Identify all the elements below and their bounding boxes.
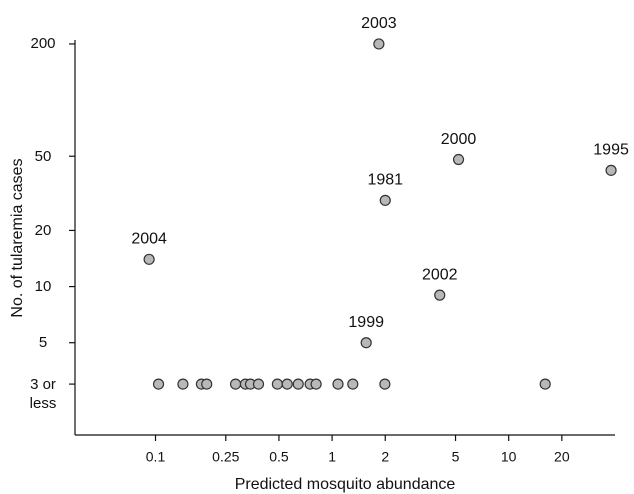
x-tick-label: 0.1: [146, 449, 166, 465]
scatter-point: [143, 253, 155, 265]
x-tick-label: 5: [452, 449, 460, 465]
scatter-point: [605, 164, 617, 176]
point-label: 1999: [348, 314, 384, 331]
point-label: 2002: [422, 266, 458, 283]
scatter-point: [229, 378, 242, 390]
scatter-point: [271, 378, 283, 390]
x-tick-label: 20: [554, 449, 570, 465]
scatter-point: [152, 378, 165, 390]
scatter-point: [379, 378, 391, 390]
y-tick-label: 50: [34, 147, 52, 165]
point-label: 2000: [441, 131, 477, 148]
scatter-point: [379, 194, 391, 206]
scatter-point: [310, 378, 322, 390]
scatter-point: [347, 378, 359, 390]
point-label: 1981: [367, 172, 403, 189]
scatter-point: [201, 378, 213, 390]
y-tick-label: 5: [38, 334, 48, 352]
scatter-point: [452, 153, 465, 166]
scatter-point: [434, 289, 446, 301]
scatter-point: [373, 38, 385, 50]
x-tick-label: 1: [328, 449, 336, 465]
x-tick-label: 0.25: [212, 449, 239, 465]
point-label: 1995: [593, 142, 629, 159]
y-axis-title: No. of tularemia cases: [9, 158, 26, 317]
y-tick-label: 3 or less: [29, 375, 57, 412]
scatter-point: [539, 378, 551, 390]
scatter-point: [177, 378, 189, 390]
x-tick-label: 2: [381, 449, 389, 465]
scatter-point: [292, 378, 304, 390]
y-tick-label: 10: [34, 278, 52, 296]
x-axis-title: Predicted mosquito abundance: [235, 476, 456, 493]
scatter-point: [360, 337, 372, 349]
x-tick-label: 0.5: [269, 449, 289, 465]
y-tick-label: 20: [34, 221, 52, 239]
point-label: 2003: [361, 15, 397, 32]
y-tick-label: 200: [30, 35, 56, 53]
scatter-point: [332, 378, 344, 390]
scatter-point: [281, 378, 293, 390]
scatter-point: [252, 378, 265, 390]
x-tick-label: 10: [501, 449, 517, 465]
point-label: 2004: [131, 231, 167, 248]
